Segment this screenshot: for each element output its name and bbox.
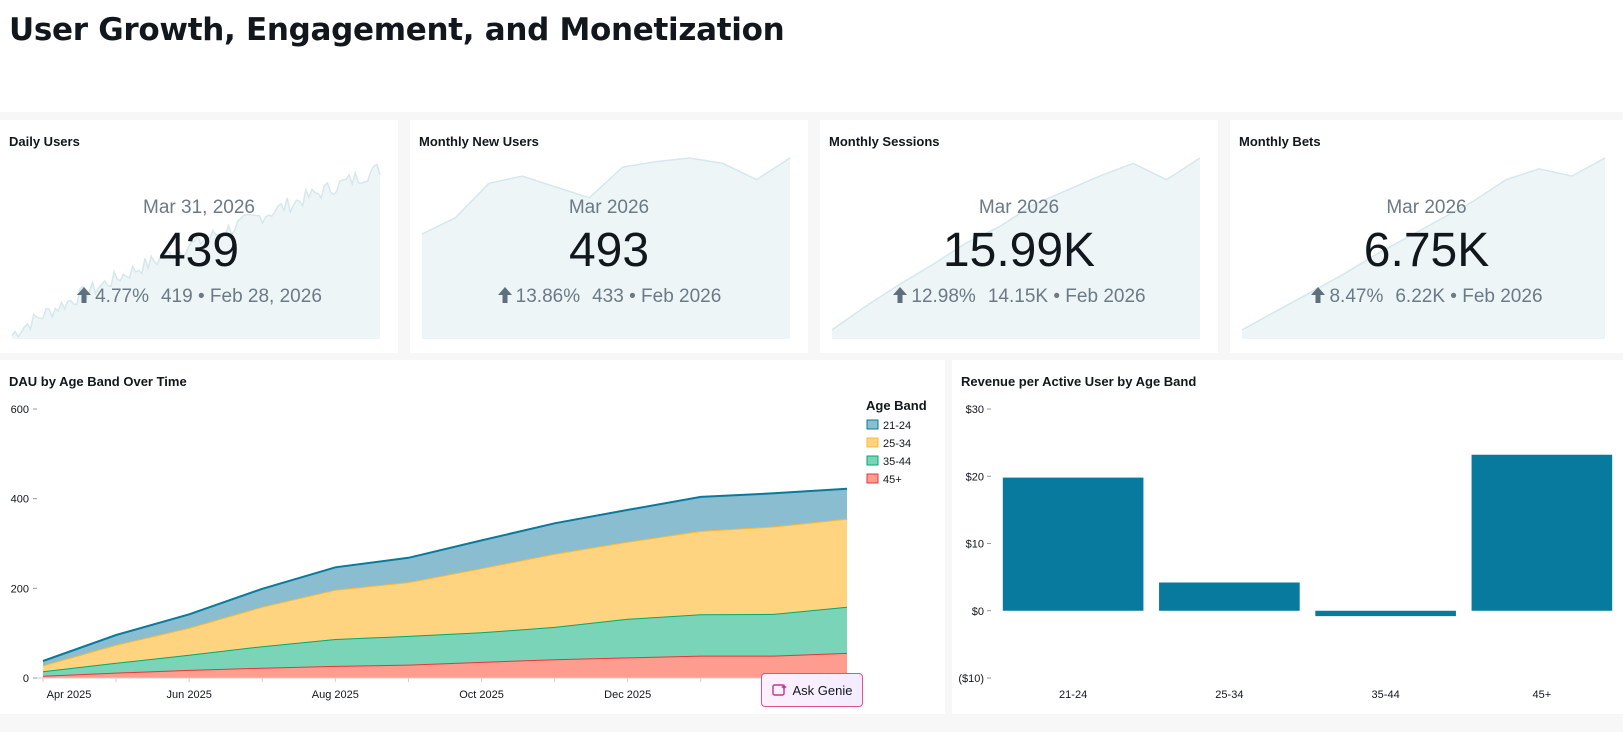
kpi-change: 8.47% bbox=[1329, 286, 1384, 307]
sparkline-line bbox=[1241, 157, 1606, 331]
sparkline-line bbox=[831, 157, 1201, 331]
sparkline-area bbox=[12, 164, 380, 339]
kpi-compare-value: 14.15K bbox=[987, 286, 1049, 307]
legend-swatch-25-34 bbox=[866, 437, 879, 448]
kpi-value: 493 bbox=[568, 224, 650, 277]
y-tick-label: 0 bbox=[23, 673, 29, 685]
revenue-per-user-card: ($10) $0 $10 $20 $30 21-24 25-34 35-44 45+ Reven… bbox=[952, 360, 1623, 714]
page-title: User Growth, Engagement, and Monetizatio… bbox=[9, 12, 785, 48]
kpi-card-monthly-sessions: Monthly Sessions Mar 2026 15.99K 12.98% 1… bbox=[820, 120, 1218, 353]
kpi-value: 15.99K bbox=[942, 224, 1096, 277]
kpi-title: Monthly New Users bbox=[419, 134, 539, 149]
sparkline bbox=[421, 157, 791, 339]
y-tick-label: $20 bbox=[966, 471, 984, 483]
area-line-21-24 bbox=[42, 487, 848, 662]
bar-35-44 bbox=[1315, 610, 1456, 617]
sparkline bbox=[831, 157, 1201, 339]
kpi-date: Mar 2026 bbox=[568, 197, 650, 218]
area-series-21-24 bbox=[43, 488, 847, 666]
genie-sparkle-icon bbox=[771, 684, 787, 696]
x-tick-label: Apr 2025 bbox=[47, 689, 92, 701]
y-tick-label: 600 bbox=[11, 404, 29, 416]
y-tick-label: $30 bbox=[966, 404, 984, 416]
sparkline-area bbox=[422, 158, 790, 339]
kpi-comparison: 13.86% 433 • Feb 2026 bbox=[410, 286, 808, 308]
area-line-25-34 bbox=[42, 517, 848, 667]
kpi-compare-date: Feb 2026 bbox=[1065, 286, 1146, 307]
kpi-card-monthly-bets: Monthly Bets Mar 2026 6.75K 8.47% 6.22K •… bbox=[1230, 120, 1623, 353]
sparkline-area bbox=[1242, 158, 1605, 339]
ask-genie-button[interactable]: Ask Genie bbox=[761, 673, 863, 707]
x-tick-label: 35-44 bbox=[1372, 689, 1400, 701]
dashboard-header: User Growth, Engagement, and Monetizatio… bbox=[0, 0, 1623, 112]
kpi-compare-date: Feb 2026 bbox=[1462, 286, 1543, 307]
kpi-change: 13.86% bbox=[515, 286, 581, 307]
y-tick-label: $10 bbox=[966, 539, 984, 551]
dau-by-age-band-card: 0 200 400 600 Apr 2025 Jun 2025 Aug 2025 Oct 20… bbox=[0, 360, 945, 714]
y-tick-label: 400 bbox=[11, 494, 29, 506]
legend-swatch-35-44 bbox=[866, 455, 879, 466]
kpi-card-monthly-new-users: Monthly New Users Mar 2026 493 13.86% 433… bbox=[410, 120, 808, 353]
chart-title: Revenue per Active User by Age Band bbox=[961, 374, 1197, 389]
sparkline-line bbox=[421, 157, 791, 235]
chart-title: DAU by Age Band Over Time bbox=[9, 374, 187, 389]
kpi-compare-value: 419 bbox=[160, 286, 193, 307]
kpi-comparison: 4.77% 419 • Feb 28, 2026 bbox=[0, 286, 398, 308]
bar-21-24 bbox=[1002, 477, 1144, 611]
kpi-comparison: 8.47% 6.22K • Feb 2026 bbox=[1230, 286, 1623, 308]
area-series-45+ bbox=[43, 652, 847, 678]
legend-label-45+: 45+ bbox=[883, 474, 902, 486]
x-tick-label: Oct 2025 bbox=[459, 689, 504, 701]
kpi-compare-date: Feb 2026 bbox=[641, 286, 722, 307]
legend-label-25-34: 25-34 bbox=[883, 438, 911, 450]
kpi-title: Monthly Bets bbox=[1239, 134, 1321, 149]
kpi-compare-value: 433 bbox=[592, 286, 624, 307]
ask-genie-label: Ask Genie bbox=[792, 682, 853, 698]
kpi-value: 6.75K bbox=[1363, 224, 1490, 277]
kpi-change: 12.98% bbox=[911, 286, 976, 307]
sparkline bbox=[1241, 157, 1606, 339]
legend-title: Age Band bbox=[866, 398, 927, 413]
kpi-compare-value: 6.22K bbox=[1395, 286, 1445, 307]
y-tick-label: 200 bbox=[11, 583, 29, 595]
legend-swatch-21-24 bbox=[866, 419, 879, 430]
x-tick-label: Dec 2025 bbox=[604, 689, 651, 701]
kpi-change: 4.77% bbox=[95, 286, 149, 307]
dau-area-chart: 0 200 400 600 Apr 2025 Jun 2025 Aug 2025 Oct 20… bbox=[11, 398, 927, 701]
kpi-date: Mar 31, 2026 bbox=[143, 197, 255, 218]
legend-label-21-24: 21-24 bbox=[883, 420, 911, 432]
x-tick-label: 25-34 bbox=[1215, 689, 1243, 701]
arrow-up-icon bbox=[1311, 287, 1326, 303]
arrow-up-icon bbox=[77, 287, 92, 303]
x-tick-label: Jun 2025 bbox=[167, 689, 212, 701]
revenue-bar-chart: ($10) $0 $10 $20 $30 21-24 25-34 35-44 45+ bbox=[958, 404, 1613, 701]
area-series-35-44 bbox=[43, 606, 847, 676]
sparkline-line bbox=[11, 163, 381, 338]
legend-label-35-44: 35-44 bbox=[883, 456, 911, 468]
y-tick-label: $0 bbox=[972, 606, 984, 618]
kpi-value: 439 bbox=[158, 224, 240, 277]
x-tick-label: 45+ bbox=[1533, 689, 1552, 701]
kpi-title: Monthly Sessions bbox=[829, 134, 940, 149]
sparkline-area bbox=[832, 158, 1200, 339]
x-tick-label: 21-24 bbox=[1059, 689, 1087, 701]
y-tick-label: ($10) bbox=[958, 673, 984, 685]
kpi-card-daily-users: Daily Users Mar 31, 2026 439 4.77% 419 • … bbox=[0, 120, 398, 353]
kpi-title: Daily Users bbox=[9, 134, 80, 149]
kpi-date: Mar 2026 bbox=[978, 197, 1060, 218]
legend-swatch-45+ bbox=[866, 473, 879, 484]
bar-25-34 bbox=[1159, 582, 1300, 611]
arrow-up-icon bbox=[893, 287, 908, 303]
area-series-25-34 bbox=[43, 518, 847, 672]
arrow-up-icon bbox=[497, 287, 512, 303]
bar-45+ bbox=[1471, 454, 1613, 611]
sparkline bbox=[11, 163, 381, 339]
kpi-date: Mar 2026 bbox=[1386, 197, 1467, 218]
x-tick-label: Aug 2025 bbox=[312, 689, 359, 701]
kpi-comparison: 12.98% 14.15K • Feb 2026 bbox=[820, 286, 1218, 308]
kpi-compare-date: Feb 28, 2026 bbox=[209, 286, 322, 307]
